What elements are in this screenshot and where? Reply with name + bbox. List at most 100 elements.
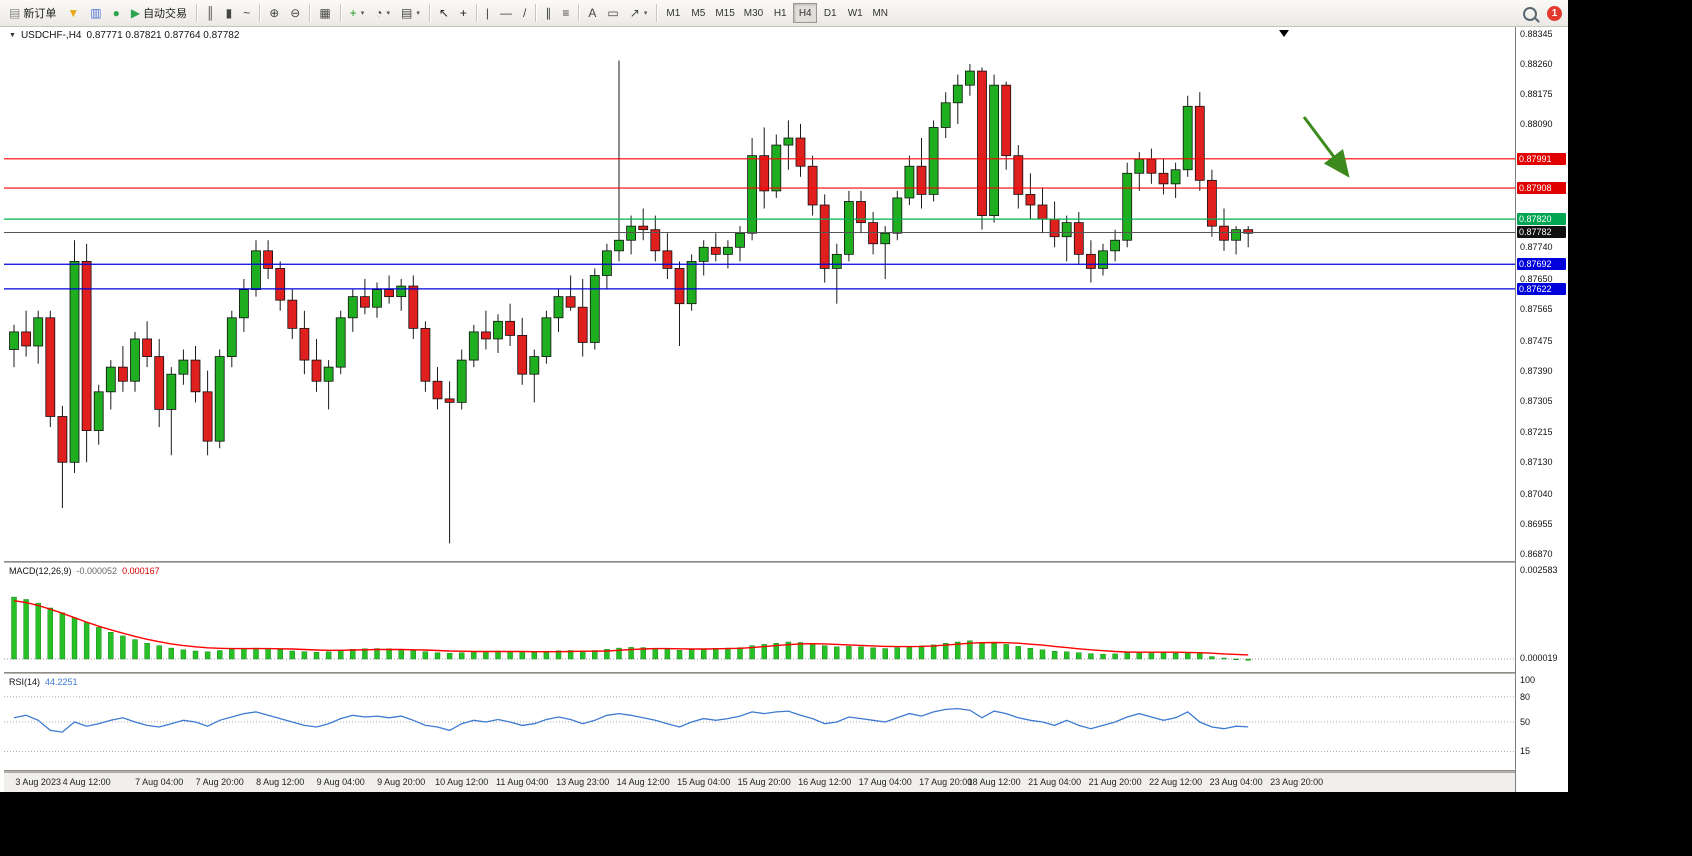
timeframe-m15[interactable]: M15	[711, 3, 738, 23]
periods-button[interactable]: ◔ ▾	[370, 2, 395, 24]
indicators-icon: +	[349, 6, 357, 20]
templates-button[interactable]: ▤ ▾	[396, 2, 425, 24]
zoom-out-button[interactable]: ⊖	[285, 2, 305, 24]
price-axis-label: 0.87130	[1520, 457, 1553, 468]
market-depth-button[interactable]: ▼	[62, 2, 84, 24]
rsi-name: RSI(14)	[9, 677, 41, 687]
toolbar-separator	[339, 4, 341, 22]
notification-badge[interactable]: 1	[1547, 6, 1562, 21]
cursor-button[interactable]: ↖	[434, 2, 454, 24]
pane-splitter[interactable]	[4, 672, 1516, 674]
macd-axis-max-label: 0.002583	[1520, 565, 1558, 575]
new-order-label: 新订单	[23, 8, 57, 20]
time-axis-label: 23 Aug 04:00	[1209, 777, 1263, 787]
periods-icon: ◔	[375, 6, 383, 20]
rsi-label: RSI(14) 44.2251	[9, 677, 78, 687]
trendline-button[interactable]: /	[518, 2, 531, 24]
search-icon[interactable]	[1523, 6, 1537, 21]
horizontal-line-button[interactable]: —	[495, 2, 517, 24]
rsi-axis-label: 50	[1520, 717, 1531, 727]
time-axis-label: 23 Aug 20:00	[1270, 777, 1324, 787]
bar-chart-button[interactable]: ║	[201, 2, 220, 24]
chevron-down-icon: ▾	[386, 10, 390, 17]
zoom-in-button[interactable]: ⊕	[264, 2, 284, 24]
rsi-canvas[interactable]	[4, 674, 1516, 770]
time-axis-label: 15 Aug 20:00	[737, 777, 791, 787]
text-button[interactable]: A	[583, 2, 601, 24]
pane-splitter[interactable]	[4, 561, 1516, 563]
timeframe-m30[interactable]: M30	[740, 3, 767, 23]
rsi-axis-label: 15	[1520, 746, 1531, 757]
candlestick-chart-button[interactable]: ▮	[221, 2, 238, 24]
arrows-button[interactable]: ↗ ▾	[625, 2, 653, 24]
line-chart-button[interactable]: ~	[238, 2, 255, 24]
arrow-annotation[interactable]	[1302, 116, 1350, 178]
text-icon: A	[588, 6, 597, 20]
macd-histogram	[11, 596, 1251, 661]
vertical-line-button[interactable]: |	[481, 2, 494, 24]
time-axis-label: 8 Aug 12:00	[256, 777, 305, 787]
rsi-pane[interactable]: RSI(14) 44.2251	[4, 674, 1516, 770]
time-axis-label: 9 Aug 04:00	[316, 777, 365, 787]
new-order-button[interactable]: ▤ 新订单	[4, 2, 61, 24]
price-axis-label: 0.86955	[1520, 518, 1553, 529]
strategy-navigator-icon: ●	[112, 6, 120, 20]
chevron-down-icon: ▾	[643, 10, 648, 17]
chart-body: ▼ USDCHF-,H4 0.87771 0.87821 0.87764 0.8…	[0, 27, 1568, 792]
text-label-button[interactable]: ▭	[602, 2, 623, 24]
timeframe-m5[interactable]: M5	[686, 3, 710, 23]
time-axis-label: 15 Aug 04:00	[677, 777, 731, 787]
time-axis-label: 14 Aug 12:00	[616, 777, 670, 787]
data-window-button[interactable]: ▥	[85, 2, 106, 24]
zoom-in-icon: ⊕	[269, 6, 280, 20]
price-level-badge: 0.87622	[1517, 282, 1566, 295]
arrows-icon: ↗	[629, 6, 640, 20]
time-axis[interactable]: 3 Aug 2023 4 Aug 12:00 7 Aug 04:00 7 Aug 20…	[4, 772, 1516, 792]
trading-terminal-window: ▤ 新订单 ▼ ▥ ● ▶ 自动交易 ║ ▮ ~ ⊕ ⊖ ▦ + ▾ ◔ ▾ ▤ ▾ ↖ + | — / ∥ ≡ A ▭ ↗ ▾ M1 M5 M…	[0, 0, 1568, 792]
timeframe-m1[interactable]: M1	[661, 3, 685, 23]
price-axis-label: 0.87565	[1520, 303, 1553, 314]
rsi-axis-label: 100	[1520, 675, 1536, 685]
cursor-icon: ↖	[438, 6, 449, 20]
price-axis-label: 0.87740	[1520, 242, 1553, 253]
timeframe-h4[interactable]: H4	[793, 3, 818, 23]
toolbar-separator	[259, 4, 261, 22]
price-axis[interactable]: 0.88345 0.88260 0.88175 0.88090 0.87740 0.876…	[1515, 27, 1568, 792]
chart-dropdown-icon[interactable]: ▼	[9, 32, 16, 39]
indicators-button[interactable]: + ▾	[345, 2, 370, 24]
timeframe-h1[interactable]: H1	[768, 3, 792, 23]
time-axis-label: 13 Aug 23:00	[556, 777, 610, 787]
horizontal-line-icon: —	[500, 6, 513, 20]
vertical-line-icon: |	[485, 6, 490, 20]
strategy-navigator-button[interactable]: ●	[108, 2, 125, 24]
market-depth-icon: ▼	[67, 6, 80, 20]
macd-main-value: -0.000052	[76, 566, 118, 576]
autotrading-button[interactable]: ▶ 自动交易	[126, 2, 192, 24]
time-axis-label: 7 Aug 04:00	[135, 777, 184, 787]
fibonacci-button[interactable]: ≡	[557, 2, 574, 24]
macd-label: MACD(12,26,9) -0.000052 0.000167	[9, 566, 160, 576]
crosshair-icon: +	[459, 6, 467, 20]
timeframe-mn[interactable]: MN	[868, 3, 892, 23]
timeframe-w1[interactable]: W1	[843, 3, 867, 23]
crosshair-button[interactable]: +	[455, 2, 472, 24]
chart-title-bar: ▼ USDCHF-,H4 0.87771 0.87821 0.87764 0.8…	[9, 30, 239, 41]
time-axis-label: 22 Aug 12:00	[1149, 777, 1203, 787]
main-chart-canvas[interactable]	[4, 27, 1516, 561]
pane-splitter[interactable]	[4, 770, 1516, 772]
equidistant-channel-button[interactable]: ∥	[540, 2, 556, 24]
candles-group	[9, 60, 1254, 544]
tile-windows-button[interactable]: ▦	[314, 2, 335, 24]
main-chart-pane[interactable]: ▼ USDCHF-,H4 0.87771 0.87821 0.87764 0.8…	[4, 27, 1516, 561]
new-order-icon: ▤	[9, 6, 21, 20]
macd-signal-value: 0.000167	[122, 566, 160, 576]
price-level-badge: 0.87991	[1517, 152, 1566, 165]
macd-pane[interactable]: MACD(12,26,9) -0.000052 0.000167	[4, 563, 1516, 672]
timeframe-d1[interactable]: D1	[818, 3, 842, 23]
macd-canvas[interactable]	[4, 563, 1516, 672]
rsi-value: 44.2251	[45, 677, 78, 687]
chevron-down-icon: ▾	[416, 10, 420, 17]
plot-column: ▼ USDCHF-,H4 0.87771 0.87821 0.87764 0.8…	[4, 27, 1516, 792]
price-axis-label: 0.87215	[1520, 427, 1553, 438]
